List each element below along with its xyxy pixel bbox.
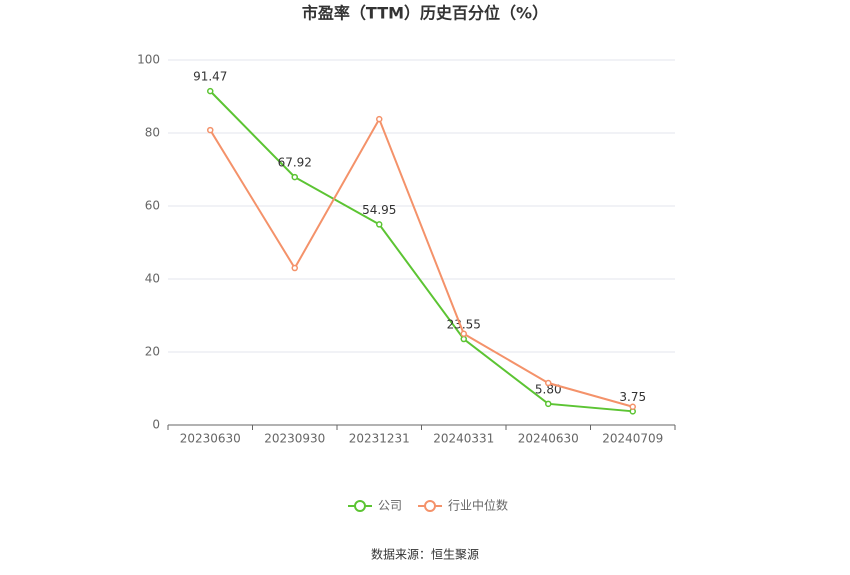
legend-marker bbox=[424, 500, 437, 512]
value-label: 54.95 bbox=[362, 203, 396, 217]
x-tick-label: 20230930 bbox=[264, 432, 325, 446]
y-tick-label: 60 bbox=[145, 199, 160, 213]
legend-marker bbox=[354, 500, 366, 512]
point bbox=[207, 126, 214, 134]
series-line bbox=[209, 90, 633, 413]
value-label: 67.92 bbox=[278, 156, 312, 170]
point bbox=[460, 335, 467, 343]
point bbox=[460, 330, 467, 337]
point bbox=[545, 400, 552, 408]
y-tick-label: 20 bbox=[145, 345, 160, 359]
value-label: 23.55 bbox=[447, 318, 481, 332]
y-tick-label: 0 bbox=[152, 418, 160, 432]
legend-label: 行业中位数 bbox=[448, 498, 508, 513]
x-tick-label: 20230630 bbox=[180, 432, 241, 446]
value-label: 91.47 bbox=[193, 70, 227, 84]
series-line bbox=[209, 116, 634, 408]
x-tick-label: 20240331 bbox=[433, 432, 494, 446]
y-tick-label: 100 bbox=[137, 53, 160, 67]
value-label: 3.75 bbox=[619, 390, 646, 404]
x-tick-label: 20240630 bbox=[518, 432, 579, 446]
point bbox=[207, 87, 214, 95]
point bbox=[629, 403, 636, 410]
y-tick-label: 40 bbox=[145, 272, 160, 286]
point bbox=[376, 115, 383, 123]
chart-title: 市盈率（TTM）历史百分位（%） bbox=[302, 4, 548, 23]
x-tick-label: 20240709 bbox=[602, 432, 663, 446]
point bbox=[291, 173, 298, 181]
legend-label: 公司 bbox=[378, 499, 402, 513]
point bbox=[545, 379, 552, 387]
x-tick-label: 20231231 bbox=[349, 432, 410, 446]
y-tick-label: 80 bbox=[145, 126, 160, 140]
source-note: 数据来源：恒生聚源 bbox=[371, 547, 479, 562]
point bbox=[376, 221, 383, 228]
point bbox=[291, 264, 298, 272]
